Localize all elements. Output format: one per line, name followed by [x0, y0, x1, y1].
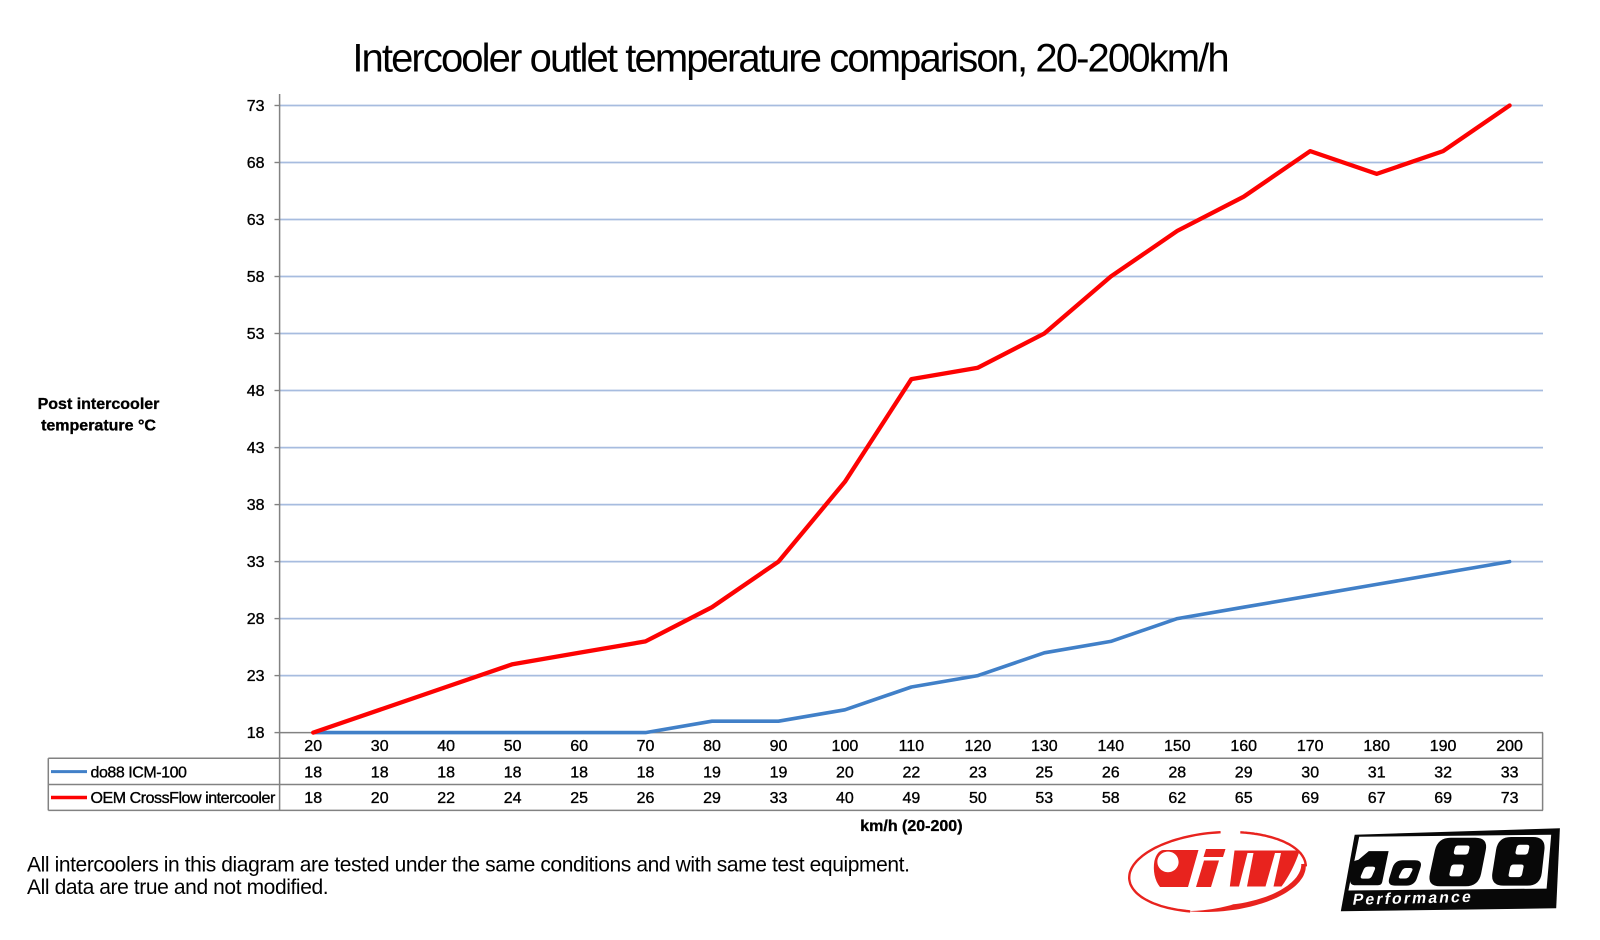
svg-text:58: 58: [1102, 790, 1120, 807]
svg-text:18: 18: [637, 764, 655, 781]
svg-text:68: 68: [247, 155, 265, 172]
svg-text:180: 180: [1363, 738, 1390, 755]
svg-text:23: 23: [247, 668, 265, 685]
svg-text:63: 63: [247, 212, 265, 229]
svg-text:OEM CrossFlow intercooler: OEM CrossFlow intercooler: [91, 790, 276, 807]
svg-text:69: 69: [1434, 790, 1452, 807]
svg-text:25: 25: [1035, 764, 1053, 781]
svg-text:120: 120: [965, 738, 992, 755]
svg-text:26: 26: [1102, 764, 1120, 781]
svg-text:28: 28: [1168, 764, 1186, 781]
svg-text:18: 18: [371, 764, 389, 781]
svg-text:Performance: Performance: [1351, 889, 1474, 909]
svg-text:22: 22: [903, 764, 921, 781]
svg-text:22: 22: [437, 790, 455, 807]
svg-text:65: 65: [1235, 790, 1253, 807]
svg-text:150: 150: [1164, 738, 1191, 755]
svg-text:140: 140: [1097, 738, 1124, 755]
svg-text:90: 90: [770, 738, 788, 755]
svg-text:Post intercooler: Post intercooler: [38, 396, 160, 413]
svg-text:73: 73: [1501, 790, 1519, 807]
svg-text:All data are true and not modi: All data are true and not modified.: [27, 876, 328, 899]
svg-text:18: 18: [304, 764, 322, 781]
svg-text:200: 200: [1496, 738, 1523, 755]
svg-text:28: 28: [247, 611, 265, 628]
svg-text:33: 33: [1501, 764, 1519, 781]
svg-text:20: 20: [371, 790, 389, 807]
svg-text:Intercooler outlet temperature: Intercooler outlet temperature compariso…: [352, 37, 1227, 81]
svg-text:19: 19: [770, 764, 788, 781]
svg-text:18: 18: [304, 790, 322, 807]
svg-text:31: 31: [1368, 764, 1386, 781]
svg-text:190: 190: [1430, 738, 1457, 755]
svg-text:20: 20: [304, 738, 322, 755]
svg-text:58: 58: [247, 269, 265, 286]
svg-text:110: 110: [899, 738, 925, 755]
svg-text:170: 170: [1297, 738, 1324, 755]
svg-text:24: 24: [504, 790, 522, 807]
svg-text:20: 20: [836, 764, 854, 781]
svg-text:30: 30: [1301, 764, 1319, 781]
svg-text:69: 69: [1301, 790, 1319, 807]
svg-text:18: 18: [247, 725, 265, 742]
svg-text:43: 43: [247, 440, 265, 457]
svg-text:19: 19: [703, 764, 721, 781]
svg-text:29: 29: [703, 790, 721, 807]
svg-text:53: 53: [247, 326, 265, 343]
svg-text:50: 50: [969, 790, 987, 807]
svg-text:26: 26: [637, 790, 655, 807]
svg-text:50: 50: [504, 738, 522, 755]
svg-text:38: 38: [247, 497, 265, 514]
svg-text:62: 62: [1168, 790, 1186, 807]
svg-text:29: 29: [1235, 764, 1253, 781]
svg-text:160: 160: [1230, 738, 1257, 755]
svg-text:25: 25: [570, 790, 588, 807]
svg-text:130: 130: [1031, 738, 1058, 755]
svg-text:80: 80: [703, 738, 721, 755]
svg-text:48: 48: [247, 383, 265, 400]
svg-text:49: 49: [903, 790, 921, 807]
svg-text:33: 33: [247, 554, 265, 571]
svg-text:73: 73: [247, 98, 265, 115]
svg-text:60: 60: [570, 738, 588, 755]
svg-text:km/h (20-200): km/h (20-200): [860, 818, 962, 835]
svg-text:do88 ICM-100: do88 ICM-100: [91, 764, 188, 781]
svg-text:40: 40: [836, 790, 854, 807]
svg-text:100: 100: [832, 738, 859, 755]
svg-text:23: 23: [969, 764, 987, 781]
svg-text:32: 32: [1434, 764, 1452, 781]
svg-text:30: 30: [371, 738, 389, 755]
svg-text:temperature °C: temperature °C: [41, 418, 156, 435]
svg-text:18: 18: [570, 764, 588, 781]
svg-text:67: 67: [1368, 790, 1386, 807]
svg-text:33: 33: [770, 790, 788, 807]
svg-text:All intercoolers in this diagr: All intercoolers in this diagram are tes…: [27, 853, 910, 876]
svg-text:40: 40: [437, 738, 455, 755]
svg-text:18: 18: [504, 764, 522, 781]
svg-text:70: 70: [637, 738, 655, 755]
svg-text:53: 53: [1035, 790, 1053, 807]
svg-text:18: 18: [437, 764, 455, 781]
